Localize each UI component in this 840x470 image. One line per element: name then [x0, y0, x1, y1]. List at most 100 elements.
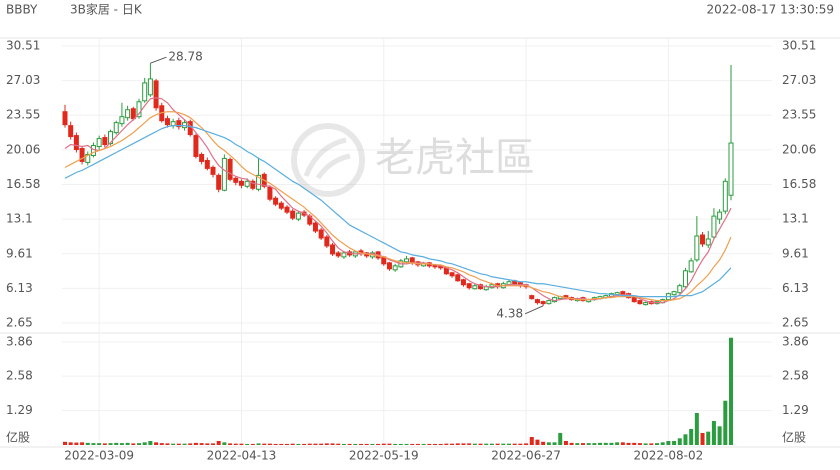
- volume-bar: [518, 443, 523, 445]
- volume-bar: [552, 442, 557, 445]
- volume-bar: [546, 442, 551, 445]
- y-tick-label: 6.13: [6, 281, 33, 295]
- moving-average: [64, 97, 732, 304]
- volume-tick-label-right: 3.86: [782, 335, 809, 349]
- volume-tick-label: 1.29: [6, 403, 33, 417]
- candle-body: [472, 285, 478, 290]
- volume-bar: [421, 443, 426, 445]
- volume-bar: [723, 400, 728, 445]
- y-tick-label-right: 30.51: [782, 39, 816, 53]
- volume-bar: [313, 443, 318, 445]
- volume-bar: [438, 443, 443, 445]
- volume-bar: [626, 442, 631, 445]
- candle-body: [330, 244, 336, 255]
- volume-bar: [250, 443, 255, 445]
- candle-body: [705, 238, 711, 246]
- volume-bar: [239, 443, 244, 445]
- volume-bar: [489, 443, 494, 445]
- volume-bar: [211, 443, 215, 445]
- volume-bar: [672, 440, 677, 445]
- volume-bar: [450, 443, 455, 445]
- volume-bar: [478, 443, 483, 445]
- candle-body: [478, 284, 484, 290]
- candle-body: [534, 299, 540, 304]
- volume-bar: [285, 443, 289, 445]
- candle-body: [108, 131, 114, 145]
- volume-bar: [655, 443, 659, 445]
- volume-bar: [74, 442, 79, 445]
- volume-bar: [125, 442, 130, 445]
- volume-bar: [603, 442, 608, 445]
- y-tick-label: 2.65: [6, 316, 33, 330]
- candle-body: [290, 210, 296, 219]
- candle-body: [341, 252, 347, 258]
- volume-bar: [689, 428, 694, 445]
- candle-body: [335, 252, 341, 257]
- candle-body: [717, 211, 723, 220]
- volume-bar: [461, 443, 466, 445]
- candle-body: [540, 301, 546, 305]
- candle-body: [90, 145, 96, 156]
- volume-bar: [154, 442, 159, 445]
- candle-body: [164, 118, 170, 126]
- candle-body: [284, 206, 290, 213]
- watermark-logo: [291, 123, 365, 197]
- volume-bar: [615, 442, 620, 445]
- volume-bar: [188, 443, 193, 445]
- candle-body: [244, 180, 250, 187]
- volume-tick-label-right: 2.58: [782, 369, 809, 383]
- candle-body: [113, 122, 119, 134]
- volume-bar: [649, 443, 654, 445]
- volume-bar: [341, 443, 346, 445]
- volume-bar: [410, 443, 415, 445]
- ticker: BBBY: [6, 3, 38, 17]
- candle-body: [216, 174, 222, 190]
- annotation-leader: [150, 56, 167, 64]
- volume-bar: [222, 442, 227, 445]
- candle-body: [449, 272, 455, 277]
- candle-body: [238, 180, 244, 186]
- candle-body: [102, 137, 108, 146]
- volume-bar: [216, 440, 221, 445]
- volume-bar: [273, 443, 278, 445]
- candle-body: [233, 177, 239, 183]
- volume-bar: [535, 439, 540, 445]
- candle-body: [455, 274, 461, 282]
- candle-body: [637, 300, 643, 305]
- volume-bar: [694, 412, 699, 445]
- volume-bar: [598, 442, 603, 445]
- volume-bar: [85, 442, 90, 445]
- x-tick-label: 2022-03-09: [64, 449, 134, 463]
- y-tick-label-right: 9.61: [782, 246, 809, 260]
- volume-bar: [529, 436, 534, 445]
- volume-bar: [114, 442, 119, 445]
- volume-bar: [700, 432, 705, 445]
- y-tick-label-right: 20.06: [782, 142, 816, 156]
- y-tick-label: 23.55: [6, 108, 40, 122]
- volume-bar: [592, 443, 597, 445]
- volume-bar: [91, 443, 96, 445]
- candle-body: [256, 174, 262, 190]
- volume-bar: [643, 443, 648, 445]
- candle-body: [677, 285, 683, 294]
- volume-bar: [427, 443, 432, 445]
- stock-name: 3B家居 - 日K: [70, 2, 143, 17]
- volume-bar: [68, 442, 73, 445]
- candle-body: [694, 235, 700, 261]
- candle-body: [529, 295, 535, 300]
- volume-bar: [205, 443, 210, 445]
- volume-bar: [512, 443, 517, 445]
- volume-bar: [501, 443, 506, 445]
- volume-bar: [472, 443, 477, 445]
- volume-bar: [171, 443, 176, 445]
- y-tick-label-right: 2.65: [782, 316, 809, 330]
- candle-body: [278, 202, 284, 209]
- candle-body: [153, 80, 159, 109]
- volume-bar: [336, 443, 341, 445]
- volume-bar: [393, 443, 398, 445]
- volume-bar: [319, 443, 324, 445]
- candle-body: [79, 148, 85, 162]
- candle-body: [404, 258, 410, 263]
- x-tick-label: 2022-06-27: [491, 449, 561, 463]
- volume-bar: [102, 443, 107, 445]
